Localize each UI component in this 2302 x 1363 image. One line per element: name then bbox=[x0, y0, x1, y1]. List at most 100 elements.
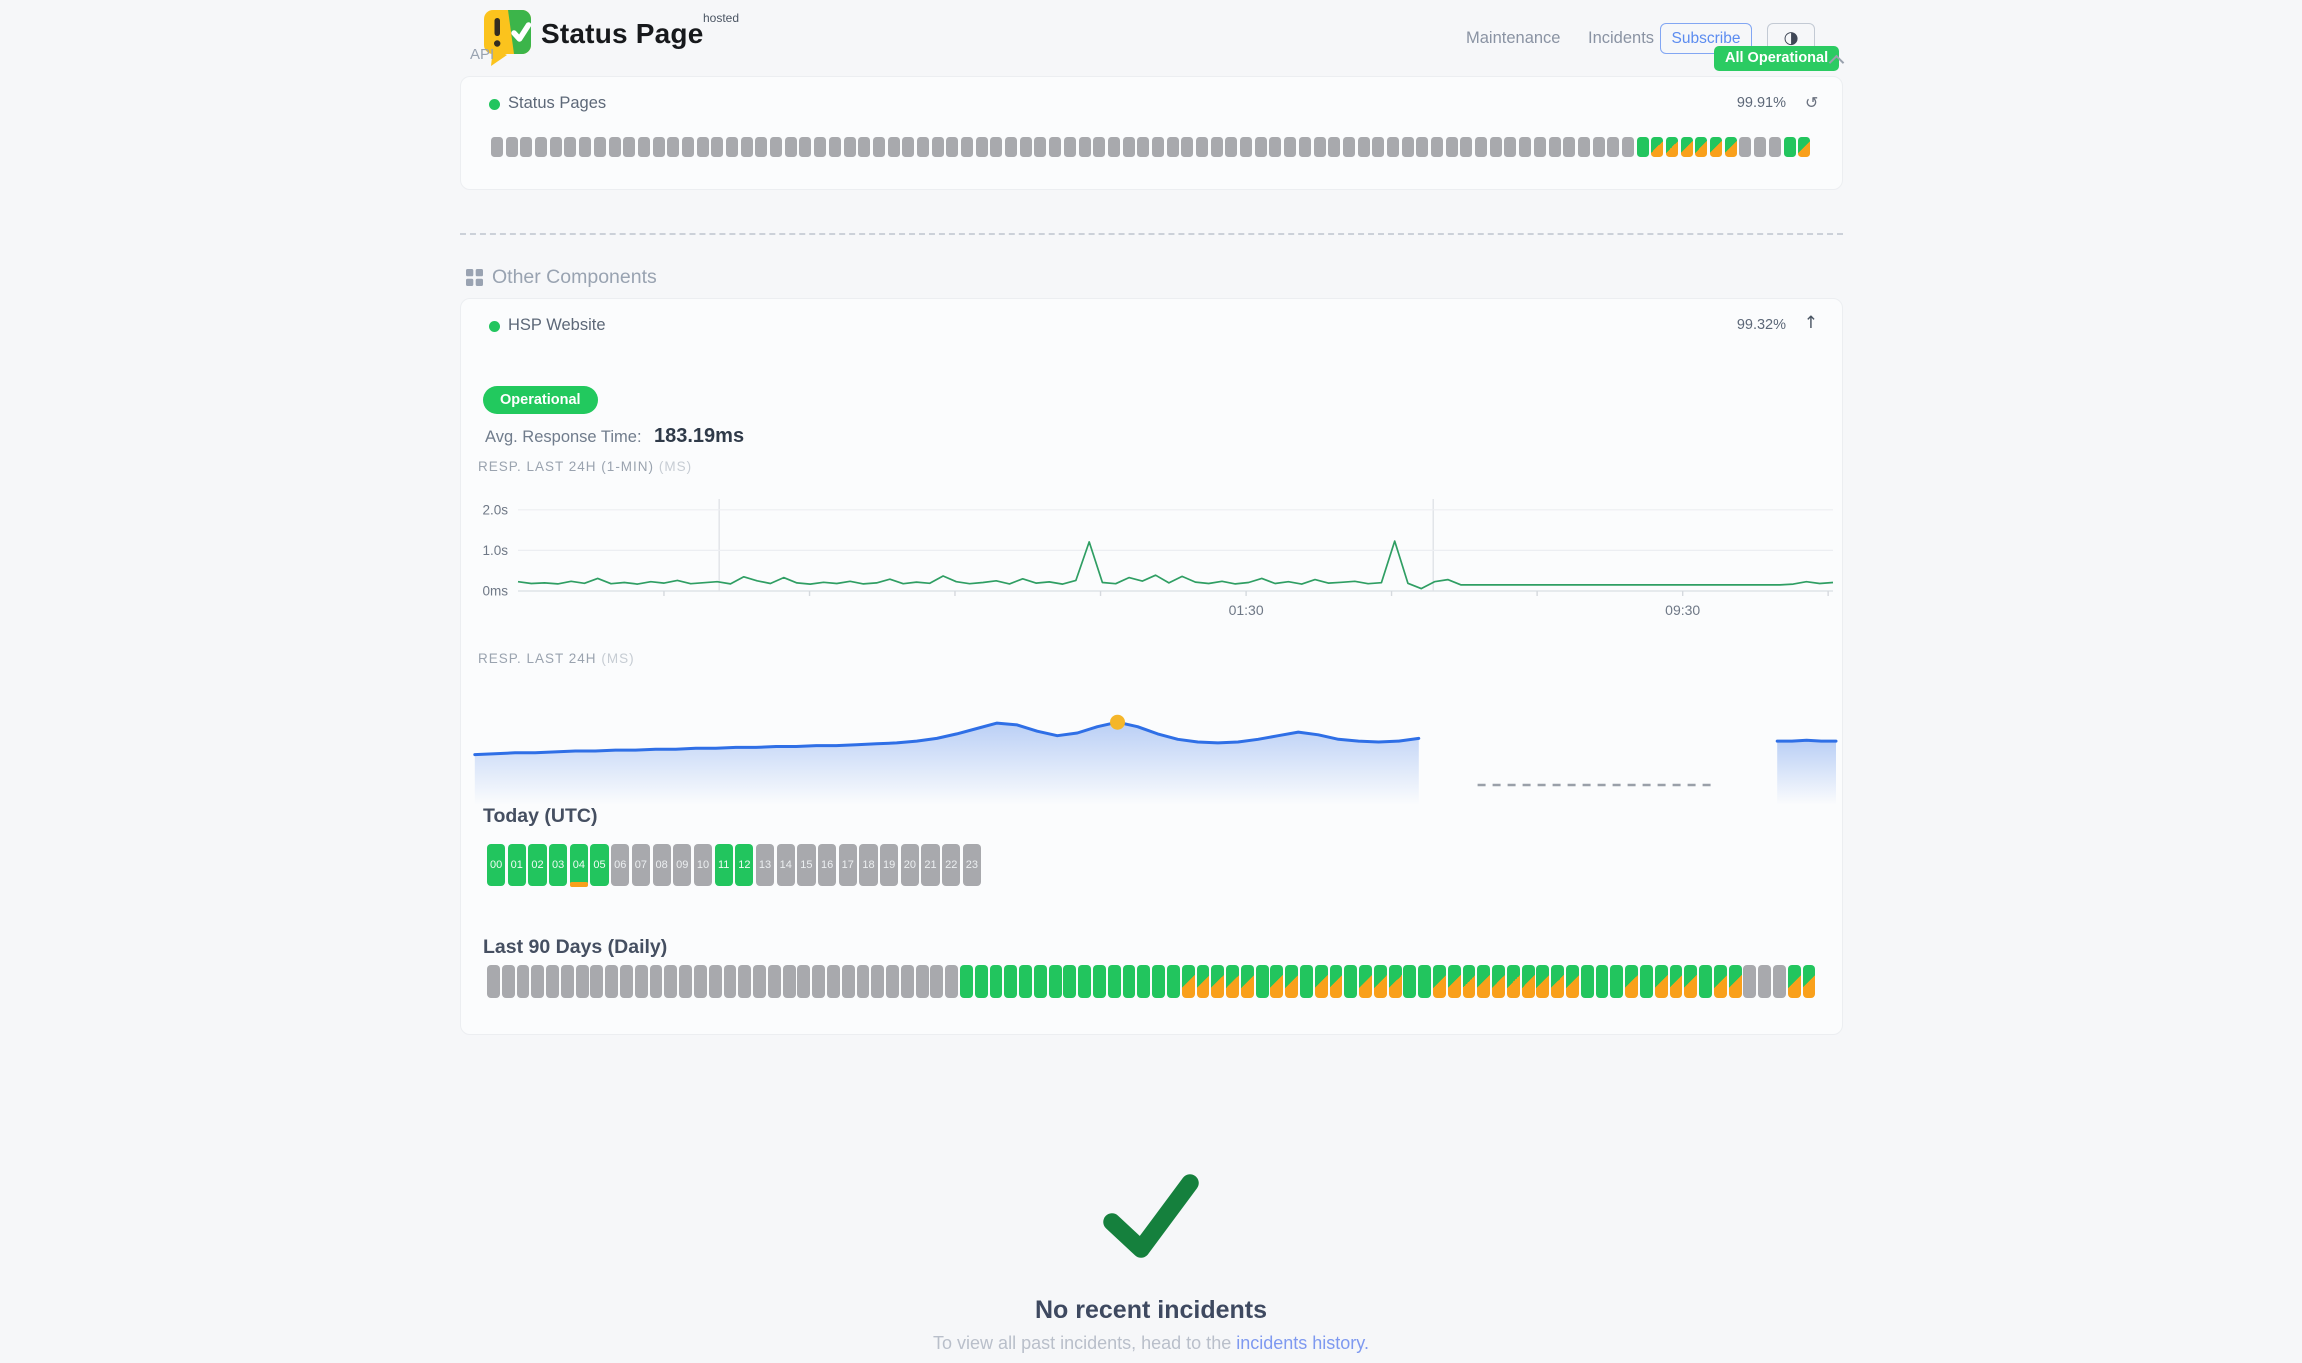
uptime-square-gray bbox=[1107, 137, 1120, 157]
uptime-square-gray bbox=[1768, 137, 1781, 157]
uptime-square-gray bbox=[858, 137, 871, 157]
hour-square-14: 14 bbox=[776, 844, 795, 886]
uptime-square-gray bbox=[799, 137, 812, 157]
uptime-square-gray bbox=[812, 965, 826, 998]
uptime-square-gray bbox=[593, 137, 606, 157]
uptime-square-gray bbox=[784, 137, 797, 157]
refresh-icon[interactable]: ↻ bbox=[1804, 93, 1818, 112]
uptime-square-gray bbox=[1577, 137, 1590, 157]
hour-square-23: 23 bbox=[962, 844, 981, 886]
uptime-square-green bbox=[1004, 965, 1018, 998]
chart1-label: RESP. LAST 24H (1-MIN) (MS) bbox=[478, 459, 693, 474]
uptime-square-gray bbox=[649, 965, 663, 998]
uptime-square-gray bbox=[1078, 137, 1091, 157]
uptime-square-mixed bbox=[1802, 965, 1816, 998]
uptime-square-gray bbox=[975, 137, 988, 157]
uptime-square-gray bbox=[723, 965, 737, 998]
uptime-square-mixed bbox=[1447, 965, 1461, 998]
component-name: Status Pages bbox=[508, 94, 607, 112]
uptime-square-gray bbox=[755, 137, 768, 157]
uptime-square-gray bbox=[1049, 137, 1062, 157]
uptime-square-green bbox=[1137, 965, 1151, 998]
uptime-square-gray bbox=[1460, 137, 1473, 157]
collapse-arrow-icon[interactable]: ↑ bbox=[1803, 313, 1818, 333]
uptime-square-green bbox=[1255, 965, 1269, 998]
uptime-square-gray bbox=[1151, 137, 1164, 157]
uptime-square-gray bbox=[900, 965, 914, 998]
last-90-days-heading: Last 90 Days (Daily) bbox=[483, 936, 668, 958]
uptime-square-gray bbox=[608, 137, 621, 157]
uptime-square-mixed bbox=[1359, 965, 1372, 998]
uptime-square-gray bbox=[1240, 137, 1253, 157]
subscribe-button[interactable]: Subscribe bbox=[1660, 23, 1752, 54]
uptime-square-mixed bbox=[1285, 965, 1299, 998]
uptime-square-gray bbox=[623, 137, 636, 157]
uptime-square-mixed bbox=[1477, 965, 1491, 998]
uptime-square-green bbox=[1063, 965, 1077, 998]
uptime-square-gray bbox=[1269, 137, 1282, 157]
uptime-square-gray bbox=[1284, 137, 1297, 157]
uptime-square-mixed bbox=[1506, 965, 1520, 998]
nav-incidents[interactable]: Incidents bbox=[1588, 29, 1655, 47]
uptime-square-gray bbox=[856, 965, 870, 998]
uptime-square-gray bbox=[664, 965, 678, 998]
uptime-square-mixed bbox=[1196, 965, 1210, 998]
uptime-square-gray bbox=[531, 965, 545, 998]
uptime-square-green bbox=[1783, 137, 1796, 157]
uptime-square-gray bbox=[667, 137, 680, 157]
uptime-square-mixed bbox=[1240, 965, 1254, 998]
uptime-square-gray bbox=[1254, 137, 1267, 157]
dashed-divider bbox=[460, 233, 1843, 235]
other-components-title: Other Components bbox=[492, 266, 657, 288]
status-dot-green bbox=[489, 99, 500, 110]
uptime-square-gray bbox=[1772, 965, 1786, 998]
uptime-square-gray bbox=[605, 965, 619, 998]
uptime-square-mixed bbox=[1462, 965, 1476, 998]
uptime-square-gray bbox=[828, 137, 841, 157]
all-operational-badge[interactable]: All Operational bbox=[1714, 46, 1840, 71]
last-90-days-bar bbox=[487, 965, 1816, 998]
uptime-square-mixed bbox=[1684, 965, 1698, 998]
uptime-square-gray bbox=[1621, 137, 1634, 157]
uptime-square-green bbox=[989, 965, 1003, 998]
hour-square-03: 03 bbox=[549, 844, 568, 886]
checkmark-icon bbox=[1103, 1174, 1199, 1258]
uptime-square-gray bbox=[740, 137, 753, 157]
avg-response-row: Avg. Response Time: 183.19ms bbox=[485, 425, 744, 448]
uptime-square-gray bbox=[1196, 137, 1208, 157]
uptime-square-green bbox=[1344, 965, 1358, 998]
uptime-square-gray bbox=[1519, 137, 1532, 157]
uptime-square-gray bbox=[652, 137, 665, 157]
uptime-square-gray bbox=[1034, 137, 1047, 157]
uptime-square-gray bbox=[1005, 137, 1018, 157]
uptime-square-green bbox=[1166, 965, 1180, 998]
uptime-square-mixed bbox=[1181, 965, 1195, 998]
uptime-square-gray bbox=[1758, 965, 1772, 998]
avg-response-value: 183.19ms bbox=[653, 425, 745, 447]
uptime-square-gray bbox=[535, 137, 548, 157]
uptime-square-gray bbox=[945, 965, 959, 998]
uptime-square-mixed bbox=[1566, 965, 1579, 998]
logo-title: Status Page bbox=[541, 18, 704, 49]
uptime-square-gray bbox=[575, 965, 589, 998]
nav-maintenance[interactable]: Maintenance bbox=[1466, 29, 1561, 47]
uptime-square-green bbox=[1299, 965, 1313, 998]
hour-square-13: 13 bbox=[755, 844, 775, 886]
incidents-subtitle: To view all past incidents, head to the … bbox=[0, 1333, 2302, 1354]
chart1-unit: (MS) bbox=[658, 459, 693, 474]
uptime-square-green bbox=[1403, 965, 1417, 998]
uptime-square-gray bbox=[990, 137, 1003, 157]
uptime-square-gray bbox=[1210, 137, 1223, 157]
uptime-square-gray bbox=[516, 965, 530, 998]
uptime-square-mixed bbox=[1536, 965, 1550, 998]
uptime-square-gray bbox=[1743, 965, 1757, 998]
uptime-square-mixed bbox=[1373, 965, 1387, 998]
uptime-square-gray bbox=[1416, 137, 1429, 157]
hour-square-04: 04 bbox=[569, 844, 589, 887]
uptime-square-gray bbox=[505, 137, 518, 157]
grid-icon bbox=[466, 269, 483, 286]
uptime-square-gray bbox=[915, 965, 929, 998]
uptime-square-green bbox=[1048, 965, 1062, 998]
incidents-history-link[interactable]: incidents history. bbox=[1236, 1333, 1369, 1353]
uptime-square-mixed bbox=[1521, 965, 1535, 998]
